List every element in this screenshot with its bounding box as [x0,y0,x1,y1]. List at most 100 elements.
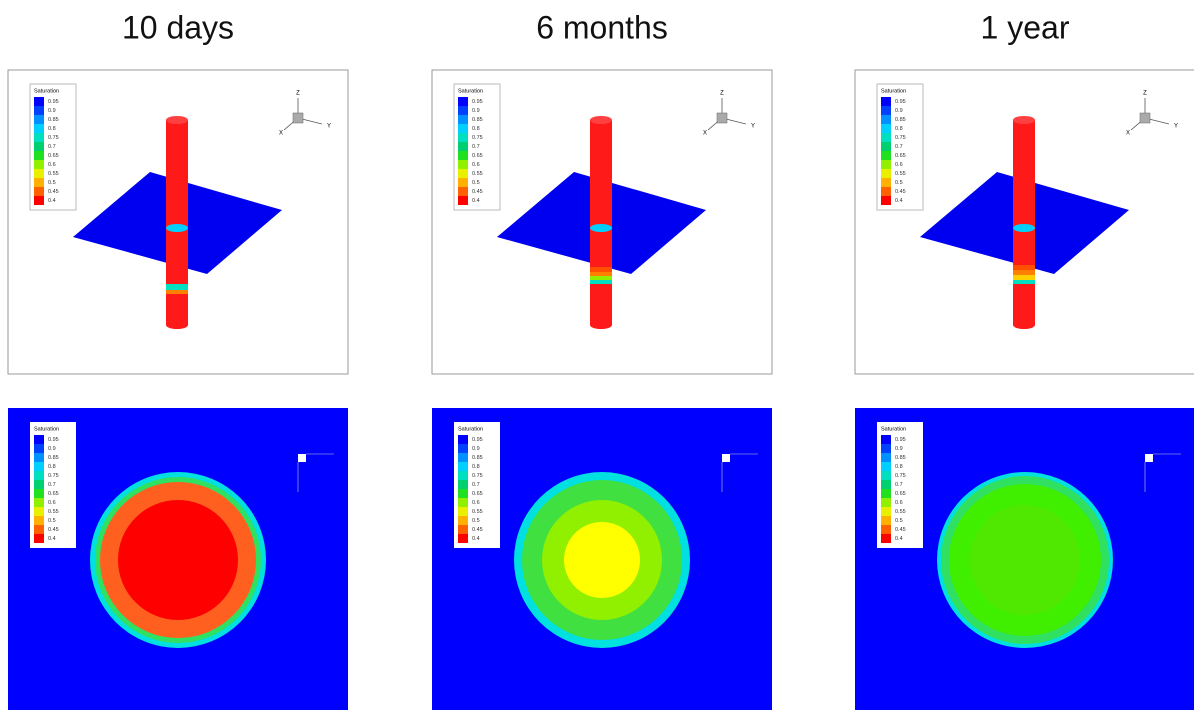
cylinder-band [1013,265,1035,270]
column-title: 10 days [122,9,234,45]
legend-swatch [34,462,44,471]
legend-label: 0.55 [472,509,483,515]
legend-swatch [34,187,44,196]
legend-swatch [458,196,468,205]
cylinder-base [1013,224,1035,232]
plume-contour [118,500,238,620]
legend-label: 0.75 [472,473,483,479]
legend-label: 0.4 [472,536,480,542]
legend-swatch [34,115,44,124]
legend-swatch [881,124,891,133]
view-marker [298,454,306,462]
legend-swatch [34,97,44,106]
cylinder-band [590,267,612,272]
legend-title: Saturation [881,426,906,432]
legend-label: 0.85 [895,117,906,123]
legend-label: 0.95 [895,99,906,105]
legend-swatch [34,178,44,187]
legend-label: 0.65 [48,491,59,497]
legend-swatch [458,516,468,525]
legend-swatch [34,516,44,525]
legend-label: 0.65 [48,153,59,159]
cylinder-upper [1013,120,1035,265]
legend-label: 0.75 [48,473,59,479]
legend-swatch [458,151,468,160]
cylinder-band [166,290,188,294]
legend-label: 0.55 [895,509,906,515]
panel-3d: Saturation 0.95 0.9 0.85 0.8 0.75 0.7 0.65 0.6 0.… [854,69,1194,375]
legend-label: 0.4 [472,198,480,204]
legend-label: 0.5 [48,518,56,524]
legend-swatch [458,453,468,462]
view-marker [722,454,730,462]
panel-topview: Saturation 0.95 0.9 0.85 0.8 0.75 0.7 0.65 0.6 0.… [432,408,772,710]
legend-swatch [881,142,891,151]
view-marker [1145,454,1153,462]
legend-label: 0.75 [48,135,59,141]
legend-label: 0.5 [472,518,480,524]
legend-label: 0.6 [48,500,56,506]
legend-swatch [34,151,44,160]
legend-swatch [458,462,468,471]
cylinder-band [1013,280,1035,284]
legend-label: 0.55 [895,171,906,177]
legend-label: 0.8 [48,126,56,132]
legend-title: Saturation [458,88,483,94]
legend-swatch [881,462,891,471]
legend-label: 0.9 [895,108,903,114]
axis-label: Y [327,124,331,130]
cylinder-band [1013,275,1035,280]
legend-label: 0.45 [895,527,906,533]
legend-swatch [34,106,44,115]
cylinder-band [590,280,612,284]
axis-triad: Z Y X [703,91,755,137]
legend-label: 0.7 [472,144,480,150]
legend-label: 0.6 [895,500,903,506]
legend-swatch [458,480,468,489]
legend-label: 0.95 [472,99,483,105]
legend-swatch [34,133,44,142]
legend-label: 0.45 [472,527,483,533]
legend-label: 0.7 [48,482,56,488]
legend-label: 0.75 [472,135,483,141]
legend-label: 0.8 [895,126,903,132]
legend-swatch [458,160,468,169]
legend-swatch [881,480,891,489]
legend-swatch [881,453,891,462]
legend-swatch [34,196,44,205]
legend-label: 0.6 [472,162,480,168]
legend-swatch [458,133,468,142]
legend-swatch [881,498,891,507]
legend-swatch [881,516,891,525]
legend-label: 0.95 [48,99,59,105]
legend-swatch [881,169,891,178]
legend-label: 0.95 [472,437,483,443]
legend-label: 0.85 [895,455,906,461]
legend-swatch [458,489,468,498]
legend-title: Saturation [458,426,483,432]
legend-label: 0.65 [895,153,906,159]
legend-title: Saturation [34,426,59,432]
cylinder-band [1013,270,1035,275]
legend-label: 0.7 [895,144,903,150]
legend-swatch [881,133,891,142]
cylinder-upper [590,120,612,267]
axis-label: Z [296,91,300,97]
cylinder-base [590,224,612,232]
legend-label: 0.75 [895,135,906,141]
cylinder-bottom [1013,321,1035,329]
axis-triad: Z Y X [1126,91,1178,137]
legend-swatch [458,187,468,196]
cylinder-band [590,276,612,280]
legend-swatch [458,97,468,106]
legend-label: 0.8 [472,464,480,470]
column-title: 6 months [536,9,668,45]
legend-label: 0.45 [472,189,483,195]
legend-swatch [458,169,468,178]
legend-swatch [34,498,44,507]
legend-swatch [458,444,468,453]
legend-label: 0.9 [895,446,903,452]
legend-label: 0.85 [48,455,59,461]
legend-label: 0.65 [472,491,483,497]
legend-label: 0.55 [48,171,59,177]
